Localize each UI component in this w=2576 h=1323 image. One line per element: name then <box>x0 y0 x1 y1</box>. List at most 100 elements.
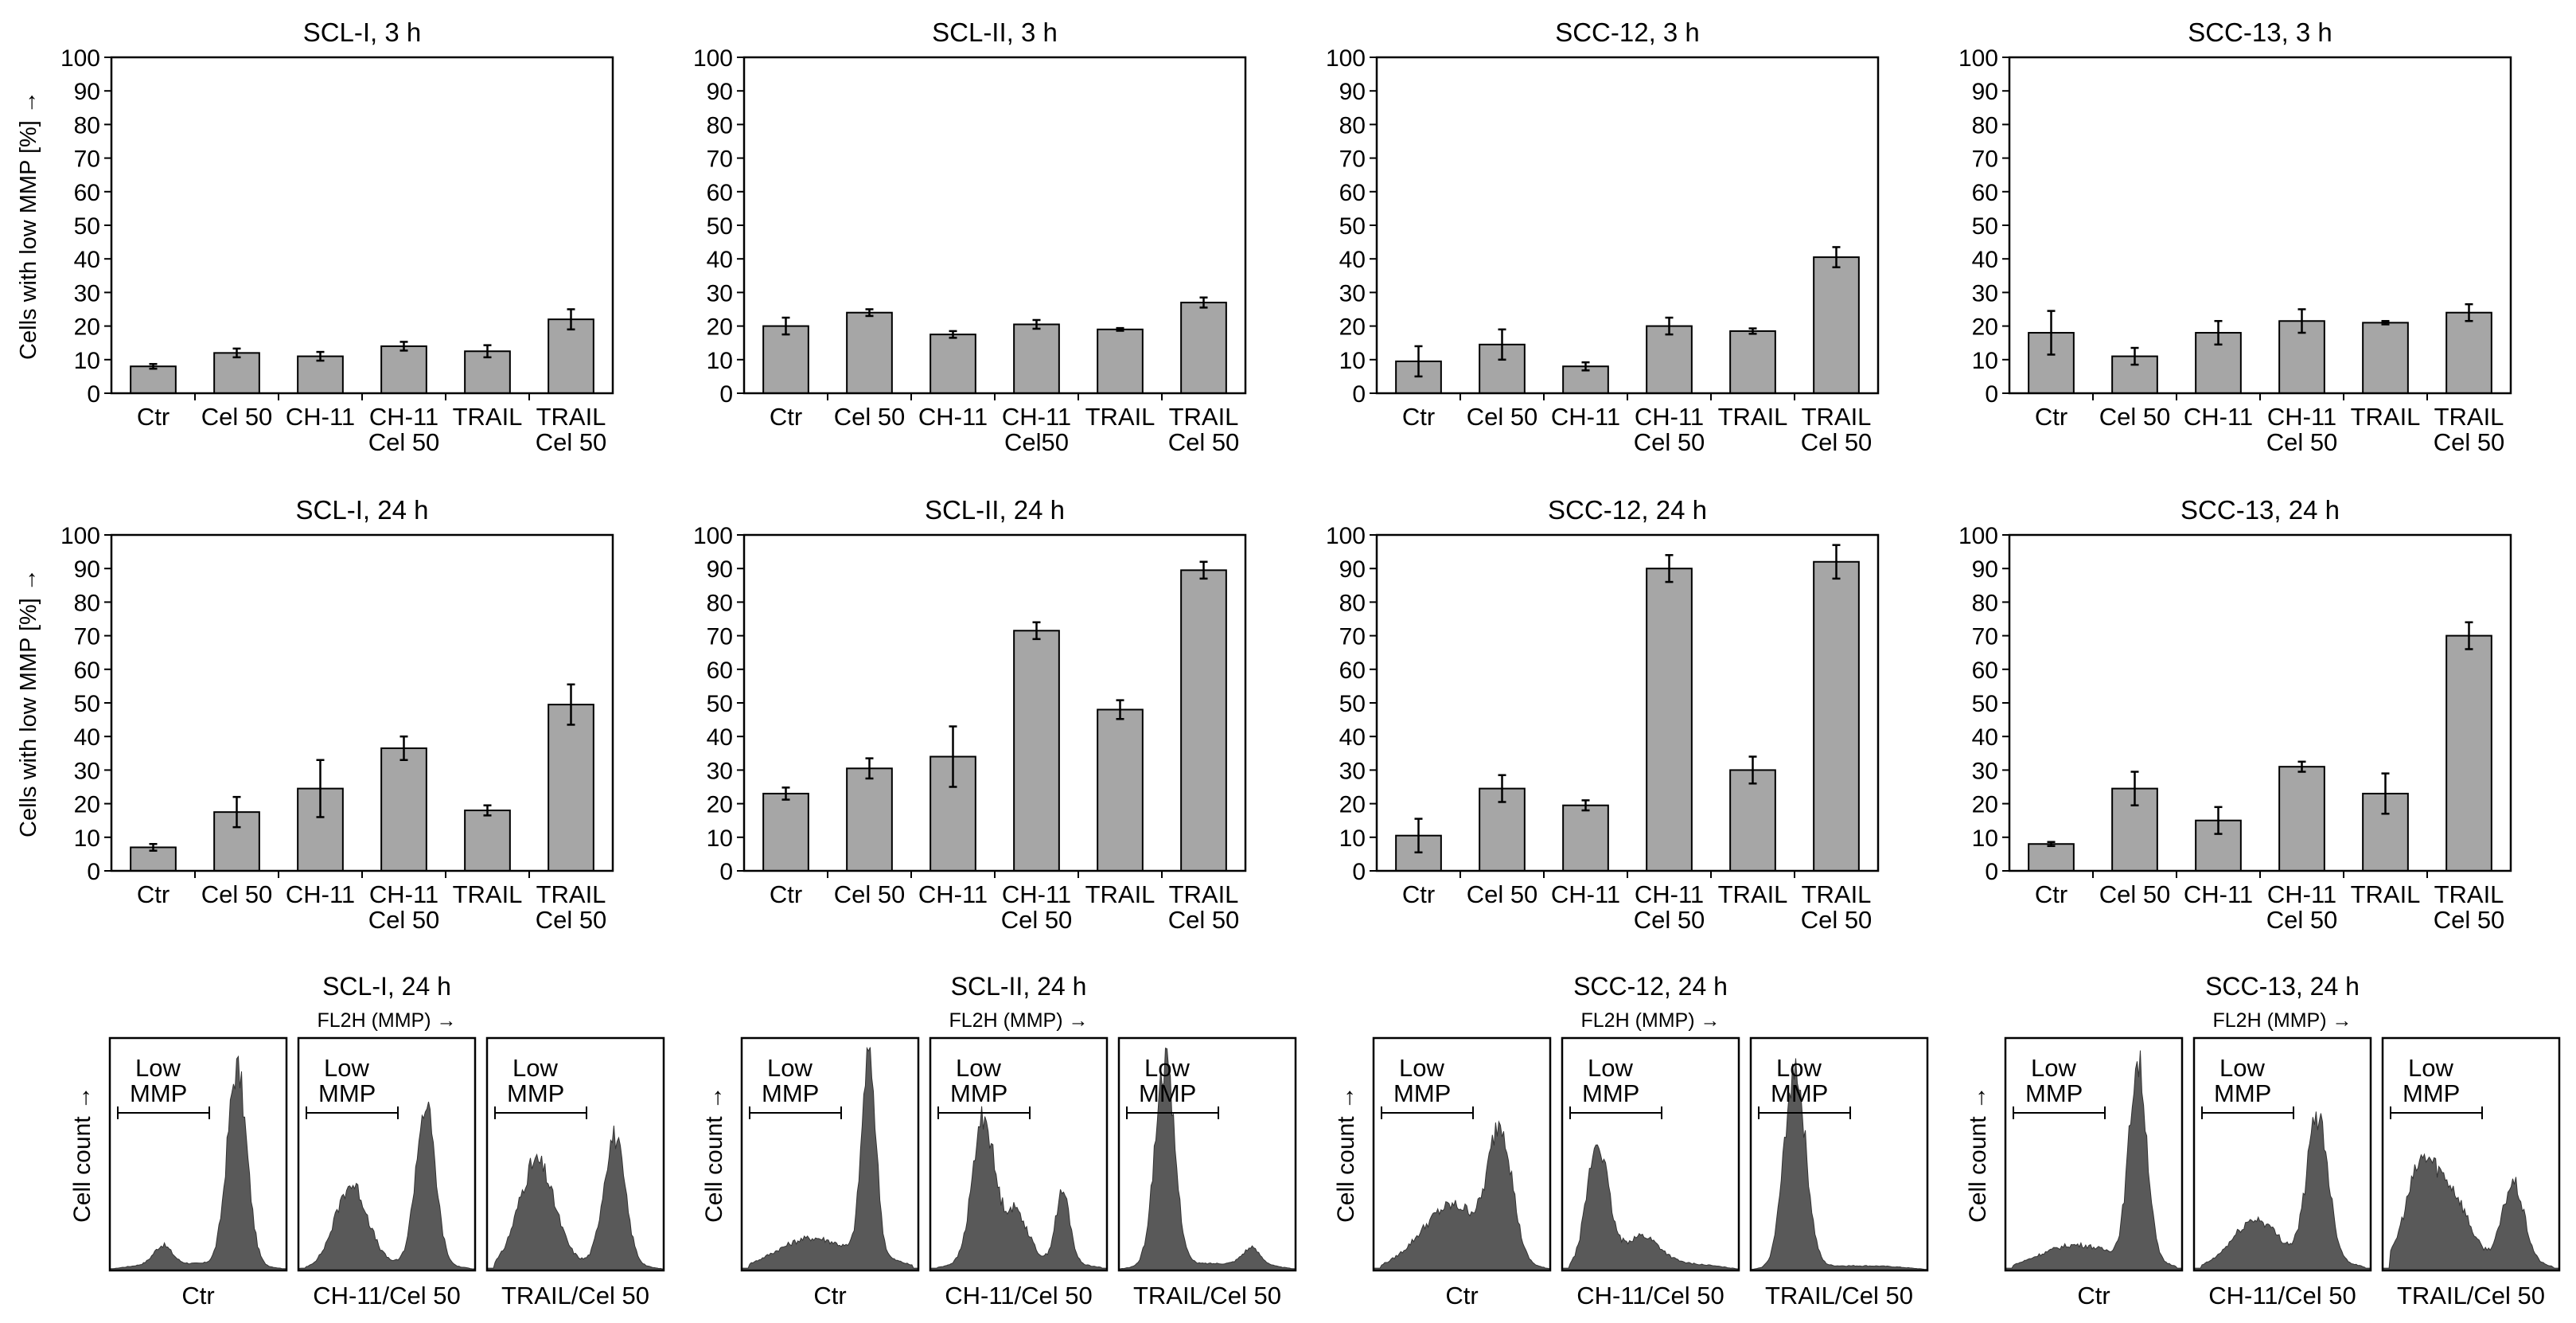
y-tick-label: 60 <box>707 180 733 206</box>
plot-frame <box>1375 533 1880 872</box>
gate-label: MMP <box>950 1079 1007 1107</box>
x-tick-label: Cel 50 <box>1168 428 1240 456</box>
bar <box>1813 560 1860 872</box>
gate-label: MMP <box>2214 1079 2271 1107</box>
x-tick-label: Cel50 <box>1004 428 1069 456</box>
bar <box>548 318 594 394</box>
y-tick-label: 0 <box>719 859 733 885</box>
y-tick-label: 90 <box>1339 79 1366 105</box>
x-tick-label: CH-11 <box>2184 403 2253 431</box>
y-tick-label: 30 <box>707 758 733 784</box>
x-tick-label: Cel 50 <box>834 403 906 431</box>
x-tick-label: Cel 50 <box>2099 880 2171 908</box>
y-tick-label: 0 <box>87 381 100 408</box>
y-tick-label: 60 <box>1972 658 1998 684</box>
y-tick-label: 50 <box>74 213 100 240</box>
x-tick-label: Cel 50 <box>201 880 273 908</box>
chart-title: SCC-13, 3 h <box>2188 18 2332 47</box>
y-tick-label: 50 <box>74 691 100 717</box>
gate-label: Low <box>2219 1054 2265 1082</box>
x-tick-label: Cel 50 <box>201 403 273 431</box>
histogram-x-axis-label: FL2H (MMP) → <box>1581 1009 1721 1032</box>
y-tick-label: 80 <box>707 112 733 139</box>
x-tick-label: CH-11 <box>918 880 988 908</box>
histogram-area <box>1750 1058 1928 1271</box>
y-tick-label: 80 <box>1972 590 1998 616</box>
x-tick-label: CH-11 <box>369 880 438 908</box>
x-tick-label: TRAIL <box>2351 880 2421 908</box>
x-tick-label: TRAIL <box>1085 403 1155 431</box>
y-tick-label: 90 <box>707 79 733 105</box>
histogram-frame <box>485 1036 665 1272</box>
x-tick-label: TRAIL <box>536 403 606 431</box>
y-tick-label: 40 <box>1339 724 1366 751</box>
gate-label: MMP <box>1771 1079 1828 1107</box>
histogram-frame <box>1117 1036 1297 1272</box>
x-tick-label: TRAIL <box>2434 403 2504 431</box>
bar <box>762 325 809 395</box>
y-tick-label: 0 <box>1985 381 1998 408</box>
x-tick-label: TRAIL <box>1802 403 1872 431</box>
histogram-title: SCL-I, 24 h <box>322 972 451 1001</box>
y-tick-label: 50 <box>707 213 733 240</box>
bar <box>1813 256 1860 394</box>
y-tick-label: 100 <box>60 45 100 72</box>
y-tick-label: 90 <box>1972 556 1998 583</box>
bar <box>380 747 427 872</box>
bar <box>2445 311 2492 394</box>
x-tick-label: CH-11 <box>1002 880 1071 908</box>
histogram-y-axis-label: Cell count → <box>1333 1086 1359 1223</box>
x-tick-label: CH-11 <box>286 403 355 431</box>
histogram-panel-label: TRAIL/Cel 50 <box>1765 1282 1913 1309</box>
x-tick-label: CH-11 <box>369 403 438 431</box>
histogram-y-axis-label: Cell count → <box>701 1086 727 1223</box>
bar <box>1013 323 1060 394</box>
x-tick-label: Ctr <box>1402 880 1435 908</box>
y-tick-label: 60 <box>1339 180 1366 206</box>
y-tick-label: 30 <box>1339 758 1366 784</box>
histogram-panel-label: Ctr <box>1445 1282 1478 1309</box>
gate-label: Low <box>512 1054 558 1082</box>
bar-chart-5: SCL-I, 24 h Cells with low MMP [%] → 0 10 20… <box>16 495 614 934</box>
y-tick-label: 50 <box>1339 691 1366 717</box>
y-tick-label: 90 <box>707 556 733 583</box>
x-tick-label: TRAIL <box>1085 880 1155 908</box>
gate-label: Low <box>1144 1054 1190 1082</box>
plot-frame <box>1375 56 1880 395</box>
histogram-panel-label: TRAIL/Cel 50 <box>501 1282 649 1309</box>
histogram-frame <box>1561 1036 1740 1272</box>
y-tick-label: 20 <box>1339 314 1366 341</box>
x-tick-label: Cel 50 <box>1634 428 1705 456</box>
y-tick-label: 30 <box>707 280 733 306</box>
y-tick-label: 70 <box>74 146 100 173</box>
x-tick-label: Ctr <box>1402 403 1435 431</box>
histogram-area <box>929 1106 1108 1271</box>
y-tick-label: 40 <box>1972 247 1998 273</box>
histogram-area <box>1118 1047 1296 1271</box>
histogram-area <box>298 1101 476 1271</box>
bar <box>1646 325 1693 395</box>
bar <box>1180 302 1227 394</box>
bar-chart-8: SCC-13, 24 h 0 10 20 30 40 50 60 70 80 90 100 Ctr Cel… <box>1958 495 2512 934</box>
bar <box>929 334 976 394</box>
x-tick-label: CH-11 <box>918 403 988 431</box>
histogram-panel-label: TRAIL/Cel 50 <box>2397 1282 2545 1309</box>
y-tick-label: 80 <box>74 590 100 616</box>
chart-title: SCL-II, 3 h <box>932 18 1058 47</box>
y-tick-label: 20 <box>1972 314 1998 341</box>
x-tick-label: Cel 50 <box>368 428 440 456</box>
x-tick-label: CH-11 <box>1551 403 1620 431</box>
y-tick-label: 10 <box>1339 825 1366 852</box>
gate-label: MMP <box>1139 1079 1196 1107</box>
chart-title: SCL-II, 24 h <box>925 495 1065 525</box>
histogram-frame <box>297 1036 477 1272</box>
